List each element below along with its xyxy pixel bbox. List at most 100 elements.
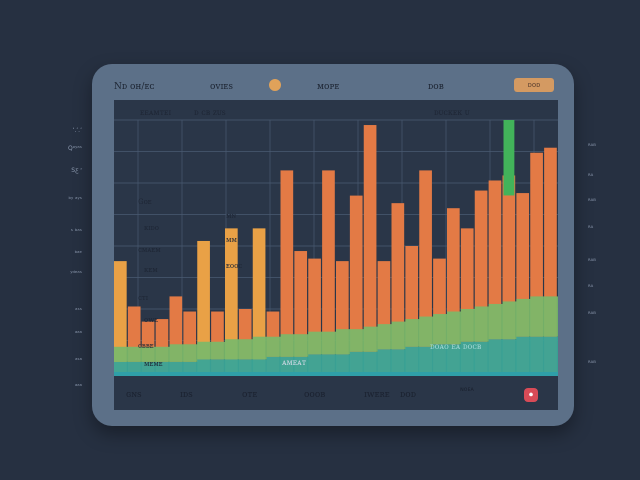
bar — [349, 195, 363, 372]
chart-panel: Nᴅ ᴏʜ/ᴇᴄ ᴏᴠɪᴇs ᴍᴏᴘᴇ ᴅᴏʙ ᴅᴏᴅ ᴇᴇᴀᴍᴛᴇɪ ᴅ ᴄʙ… — [92, 64, 574, 426]
bottom-label-6[interactable]: ᴅᴏᴅ — [400, 390, 416, 400]
green-band-segment — [266, 336, 281, 357]
teal-band-segment — [474, 341, 489, 372]
green-band-segment — [336, 329, 351, 355]
green-band-segment — [419, 316, 434, 347]
green-band-segment — [197, 341, 212, 360]
left-side-label: Qᵒʸᵃˢ — [67, 145, 82, 152]
bar — [363, 125, 377, 372]
topbar-label-3[interactable]: ᴍᴏᴘᴇ — [317, 82, 340, 92]
teal-band-segment — [349, 351, 365, 372]
teal-band-segment — [141, 361, 156, 372]
left-column-label: ᴋɪᴅᴏ — [144, 224, 159, 232]
bar — [197, 240, 210, 372]
chart-footer-left: ᴀᴍᴇᴀᴛ — [282, 358, 307, 367]
chart-inner-label: ᴍɴ — [226, 212, 236, 220]
left-column-label: ᴄᴍᴀᴇᴍ — [138, 246, 161, 254]
chart-header-mid: ᴅ ᴄʙ ᴢᴜs — [194, 108, 226, 117]
green-band-segment — [169, 344, 184, 362]
bottom-label-5[interactable]: ɪᴡᴇʀᴇ — [364, 390, 390, 400]
left-side-label: ᵃˢᵃ — [75, 357, 82, 364]
left-side-label: ᵃᵃᵃ — [74, 330, 82, 337]
status-dot-icon[interactable] — [269, 79, 281, 91]
green-band-segment — [294, 334, 309, 357]
record-button[interactable]: ⏺ — [524, 388, 538, 402]
chart-inner-label: ᴍᴍ — [226, 236, 237, 244]
teal-band-segment — [502, 339, 517, 372]
left-side-label: ᵃᵃᵃ — [74, 383, 82, 390]
green-band-segment — [252, 336, 267, 360]
left-column-label: ᴍᴇᴍᴇ — [144, 360, 163, 368]
chart-header-left: ᴇᴇᴀᴍᴛᴇɪ — [140, 108, 172, 117]
highlight-bar — [503, 120, 515, 196]
teal-band-segment — [225, 359, 240, 372]
teal-band-segment — [280, 356, 295, 372]
right-side-label: ᴿᴬᴮ — [588, 258, 596, 265]
chart-footer-right: ᴅᴏᴀᴏ ᴇᴀ ᴅᴏᴄʙ — [430, 342, 482, 351]
topbar-label-1[interactable]: Nᴅ ᴏʜ/ᴇᴄ — [114, 82, 155, 92]
green-band-segment — [322, 331, 337, 355]
bottom-label-3[interactable]: ᴏᴛᴇ — [242, 390, 258, 400]
topbar-label-2[interactable]: ᴏᴠɪᴇs — [210, 82, 233, 92]
green-band-segment — [280, 334, 295, 357]
green-band-segment — [502, 301, 517, 340]
green-band-segment — [141, 346, 156, 362]
chart-left-column: Gᴏᴇ ᴋɪᴅᴏ ᴄᴍᴀᴇᴍ ᴋᴇᴍ ᴄᴛɪ ᴏᴡᴇ ᴄʙʙᴇ ᴍᴇᴍᴇ ᴍɴ ᴍᴍ ᴇᴏᴏᴄ — [138, 146, 242, 396]
right-side-label: ᴿᴬᴮ — [588, 311, 596, 318]
teal-band-segment — [294, 356, 309, 372]
teal-band-segment — [336, 354, 351, 372]
bottom-label-7[interactable]: ɴᴏᴇᴀ — [460, 386, 474, 393]
left-side-label: ᵇᵃᵉ — [74, 250, 82, 257]
teal-band-segment — [391, 349, 406, 372]
chart-header-right: ᴅᴜᴄᴋᴇᴋ ᴜ — [434, 108, 470, 117]
green-band-segment — [433, 314, 448, 345]
panel-bottombar: ɢɴs ɪᴅs ᴏᴛᴇ ᴏᴏᴏʙ ɪᴡᴇʀᴇ ᴅᴏᴅ ɴᴏᴇᴀ ⏺ — [92, 374, 574, 414]
green-band-segment — [155, 346, 170, 362]
bottom-label-4[interactable]: ᴏᴏᴏʙ — [304, 390, 326, 400]
teal-band-segment — [322, 354, 337, 372]
teal-band-segment — [544, 336, 558, 372]
teal-band-segment — [308, 354, 323, 372]
topbar-button[interactable]: ᴅᴏᴅ — [514, 78, 554, 92]
right-side-label: ᴿᴬ — [588, 225, 594, 232]
green-band-segment — [516, 298, 531, 337]
left-side-label: ʸᵈᵉᵃˢ — [70, 270, 82, 277]
left-side-label: ˢ ᵇᵃˢ — [70, 228, 82, 235]
bar — [225, 228, 238, 372]
right-side-label: ᴿᴬᴮ — [588, 360, 596, 367]
teal-band-segment — [169, 361, 184, 372]
bottom-label-1[interactable]: ɢɴs — [126, 390, 142, 400]
green-band-segment — [363, 326, 378, 352]
teal-band-segment — [114, 361, 129, 372]
chart-inner-label: ᴇᴏᴏᴄ — [226, 262, 243, 270]
bar — [280, 170, 294, 372]
left-side-label: ʻ.ʼ.ʼ — [72, 127, 82, 134]
green-band-segment — [127, 346, 143, 362]
teal-band-segment — [530, 336, 545, 372]
teal-band-segment — [488, 339, 503, 372]
teal-band-segment — [377, 349, 392, 372]
green-band-segment — [530, 296, 545, 337]
teal-band-segment — [460, 341, 476, 372]
teal-band-segment — [363, 351, 378, 372]
topbar-label-4[interactable]: ᴅᴏʙ — [428, 82, 444, 92]
green-band-segment — [225, 339, 240, 360]
green-band-segment — [474, 306, 489, 342]
green-band-segment — [377, 324, 392, 350]
bar — [322, 170, 335, 372]
teal-band-segment — [183, 361, 198, 372]
teal-band-segment — [211, 359, 226, 372]
teal-band-segment — [197, 359, 212, 372]
teal-band-segment — [266, 356, 281, 372]
left-column-label: ᴋᴇᴍ — [144, 266, 158, 274]
right-side-label: ᴿᴬᴮ — [588, 143, 596, 150]
green-band-segment — [391, 321, 406, 350]
left-side-label: ᵇʸ ᵃʸˢ — [68, 196, 82, 203]
bottom-label-2[interactable]: ɪᴅs — [180, 390, 193, 400]
left-column-label: ᴄʙʙᴇ — [138, 342, 154, 350]
left-side-label: ᵃˢˢ — [75, 307, 82, 314]
right-side-label: ᴿᴬ — [588, 284, 594, 291]
teal-band-segment — [238, 359, 254, 372]
green-band-segment — [460, 309, 476, 342]
teal-band-segment — [155, 361, 170, 372]
